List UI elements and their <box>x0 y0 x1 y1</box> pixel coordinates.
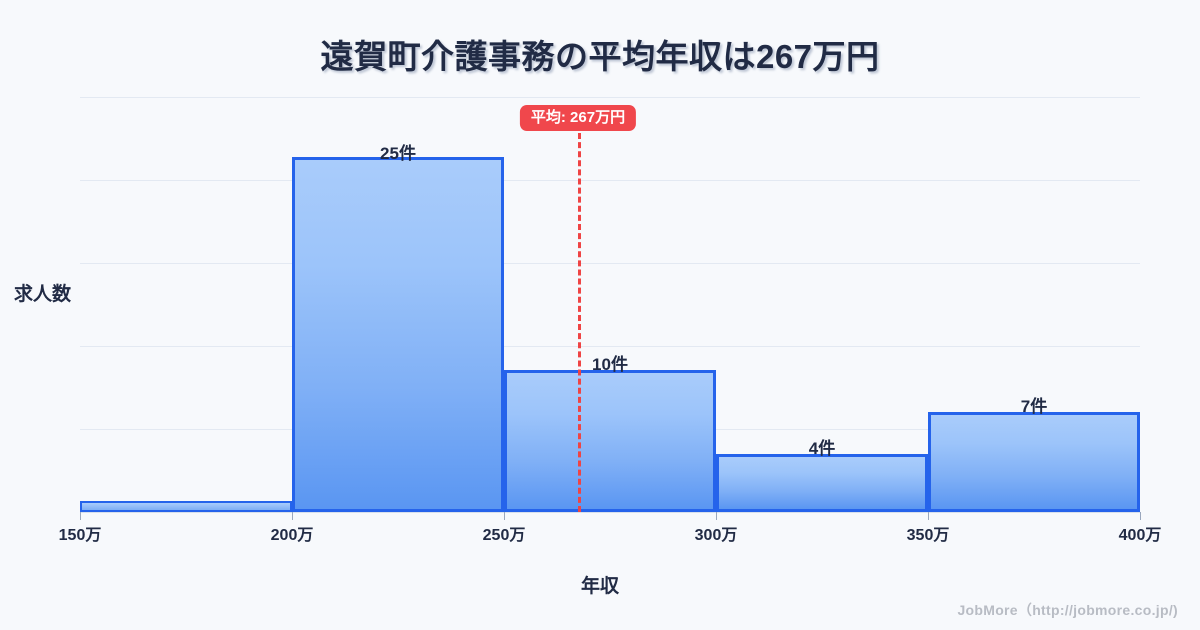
x-tick-label-4: 350万 <box>906 527 950 544</box>
page-title: 遠賀町介護事務の平均年収は267万円 <box>320 38 880 75</box>
bar-300-350[interactable] <box>716 454 928 512</box>
plot-area <box>80 97 1140 512</box>
x-tick-label-5: 400万 <box>1118 527 1162 544</box>
y-axis-title: 求人数 <box>14 284 72 305</box>
x-tick-mark <box>928 512 929 520</box>
bar-value-label-300-350: 4件 <box>808 439 836 458</box>
bar-350-400[interactable] <box>928 412 1140 512</box>
x-tick-label-0: 150万 <box>58 527 102 544</box>
x-tick-mark <box>1140 512 1141 520</box>
x-tick-mark <box>292 512 293 520</box>
mean-line <box>578 133 581 512</box>
gridline <box>80 263 1140 264</box>
x-tick-mark <box>716 512 717 520</box>
x-axis-line <box>80 512 1140 513</box>
gridline <box>80 180 1140 181</box>
x-tick-mark <box>504 512 505 520</box>
bar-value-label-350-400: 7件 <box>1020 397 1048 416</box>
bar-150-200[interactable] <box>80 501 292 512</box>
footer-credit: JobMore（http://jobmore.co.jp/) <box>957 602 1178 618</box>
bar-250-300[interactable] <box>504 370 716 512</box>
bar-200-250[interactable] <box>292 157 504 512</box>
bar-value-label-250-300: 10件 <box>592 355 628 374</box>
x-axis-title: 年収 <box>580 576 619 597</box>
x-tick-label-2: 250万 <box>482 527 526 544</box>
x-tick-mark <box>80 512 81 520</box>
x-tick-label-1: 200万 <box>270 527 314 544</box>
x-tick-label-3: 300万 <box>694 527 738 544</box>
gridline <box>80 346 1140 347</box>
mean-badge: 平均: 267万円 <box>519 105 637 132</box>
bar-value-label-200-250: 25件 <box>380 144 416 163</box>
gridline <box>80 97 1140 98</box>
